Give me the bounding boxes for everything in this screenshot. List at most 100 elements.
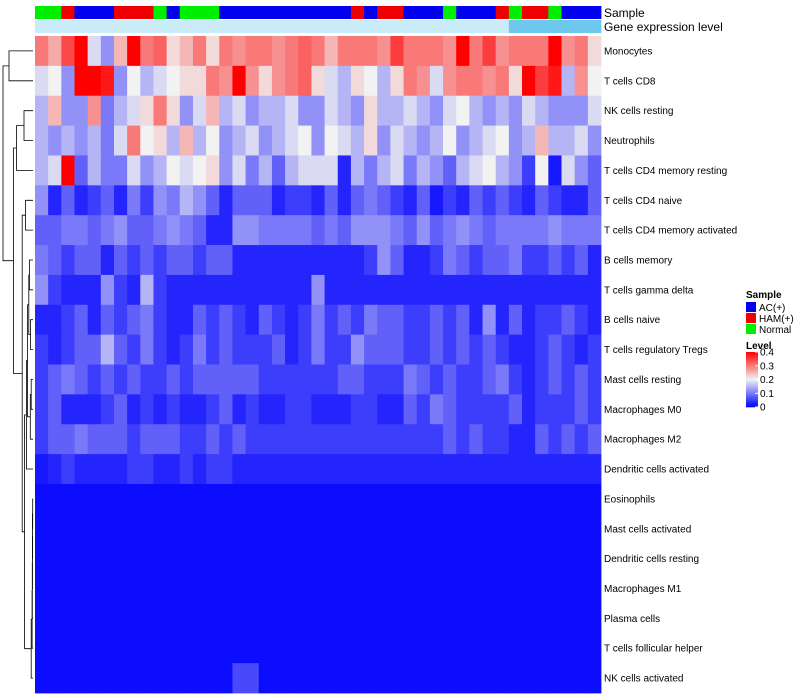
- heatmap-cell: [285, 394, 299, 425]
- heatmap-cell: [574, 304, 589, 336]
- row-label: Plasma cells: [604, 614, 660, 625]
- heatmap-cell: [456, 513, 470, 545]
- heatmap-cell: [561, 454, 576, 485]
- expression-annotation-cell: [535, 20, 549, 33]
- heatmap-cell: [587, 483, 602, 515]
- heatmap-cell: [127, 274, 141, 306]
- heatmap-cell: [495, 334, 510, 365]
- heatmap-cell: [390, 364, 404, 395]
- heatmap-cell: [219, 65, 233, 97]
- heatmap-cell: [258, 483, 273, 515]
- heatmap-cell: [561, 65, 576, 97]
- heatmap-cell: [482, 245, 497, 276]
- heatmap-cell: [311, 36, 325, 67]
- heatmap-cell: [587, 603, 602, 634]
- heatmap-cell: [535, 424, 549, 455]
- heatmap-cell: [74, 603, 89, 634]
- heatmap-cell: [48, 603, 62, 634]
- heatmap-cell: [153, 454, 168, 485]
- level-gradient-step: [746, 363, 758, 365]
- annotation-label-expression: Gene expression level: [604, 20, 723, 34]
- heatmap-cell: [35, 274, 49, 306]
- heatmap-cell: [192, 215, 207, 246]
- heatmap-cell: [87, 663, 102, 694]
- heatmap-cell: [377, 215, 391, 246]
- heatmap-cell: [324, 65, 339, 97]
- heatmap-cell: [587, 454, 602, 485]
- heatmap-cell: [258, 95, 273, 126]
- heatmap-cell: [166, 65, 181, 97]
- heatmap-cell: [113, 663, 128, 694]
- heatmap-cell: [508, 633, 523, 664]
- heatmap-cell: [48, 573, 62, 604]
- heatmap-cell: [127, 573, 141, 604]
- heatmap-cell: [561, 245, 576, 276]
- heatmap-cell: [100, 245, 115, 276]
- heatmap-cell: [443, 513, 457, 545]
- heatmap-cell: [298, 513, 312, 545]
- heatmap-cell: [324, 394, 339, 425]
- heatmap-cell: [100, 215, 115, 246]
- sample-annotation-cell: [179, 6, 194, 19]
- sample-annotation-cell: [245, 6, 260, 19]
- heatmap-cell: [443, 424, 457, 455]
- heatmap-cell: [508, 65, 523, 97]
- level-gradient-step: [746, 385, 758, 387]
- level-gradient-step: [746, 353, 758, 356]
- heatmap-cell: [337, 513, 352, 545]
- heatmap-cell: [127, 185, 141, 216]
- heatmap-cell: [153, 304, 168, 336]
- heatmap-cell: [390, 304, 404, 336]
- column-annotation-bars: [35, 6, 602, 33]
- heatmap-cell: [153, 513, 168, 545]
- heatmap-cell: [311, 215, 325, 246]
- heatmap-cell: [508, 573, 523, 604]
- heatmap-cell: [482, 125, 497, 156]
- heatmap-cell: [482, 633, 497, 664]
- heatmap-cell: [443, 573, 457, 604]
- heatmap-cell: [311, 424, 325, 455]
- heatmap-cell: [416, 304, 431, 336]
- heatmap-cell: [535, 304, 549, 336]
- heatmap-cell: [245, 573, 260, 604]
- heatmap-cell: [311, 633, 325, 664]
- heatmap-cell: [206, 513, 220, 545]
- heatmap-cell: [61, 424, 75, 455]
- heatmap-cell: [482, 36, 497, 67]
- heatmap-cell: [206, 36, 220, 67]
- heatmap-cell: [324, 215, 339, 246]
- row-label: B cells memory: [604, 256, 672, 267]
- heatmap-cell: [574, 125, 589, 156]
- dendrogram-branch: [16, 125, 33, 171]
- heatmap-cell: [245, 513, 260, 545]
- heatmap-cell: [245, 65, 260, 97]
- heatmap-cell: [166, 334, 181, 365]
- heatmap-cell: [100, 65, 115, 97]
- sample-annotation-cell: [416, 6, 431, 19]
- heatmap-cell: [364, 65, 378, 97]
- heatmap-cell: [74, 364, 89, 395]
- heatmap-cell: [74, 304, 89, 336]
- heatmap-cell: [416, 125, 431, 156]
- heatmap-cell: [192, 185, 207, 216]
- heatmap-cell: [179, 454, 194, 485]
- heatmap-cell: [35, 215, 49, 246]
- heatmap-cell: [324, 36, 339, 67]
- heatmap-cell: [153, 95, 168, 126]
- heatmap-cell: [522, 663, 536, 694]
- heatmap-cell: [192, 513, 207, 545]
- heatmap-cell: [350, 304, 365, 336]
- heatmap-cell: [219, 95, 233, 126]
- heatmap-cell: [298, 334, 312, 365]
- heatmap-cell: [548, 513, 562, 545]
- heatmap-cell: [522, 274, 536, 306]
- expression-annotation-cell: [61, 20, 75, 33]
- heatmap-cell: [35, 155, 49, 186]
- heatmap-cell: [482, 155, 497, 186]
- heatmap-cell: [61, 543, 75, 574]
- heatmap-cell: [574, 95, 589, 126]
- heatmap-cell: [153, 65, 168, 97]
- sample-legend: Sample AC(+)HAM(+)Normal: [746, 290, 794, 336]
- expression-annotation-cell: [364, 20, 378, 33]
- heatmap-cell: [522, 245, 536, 276]
